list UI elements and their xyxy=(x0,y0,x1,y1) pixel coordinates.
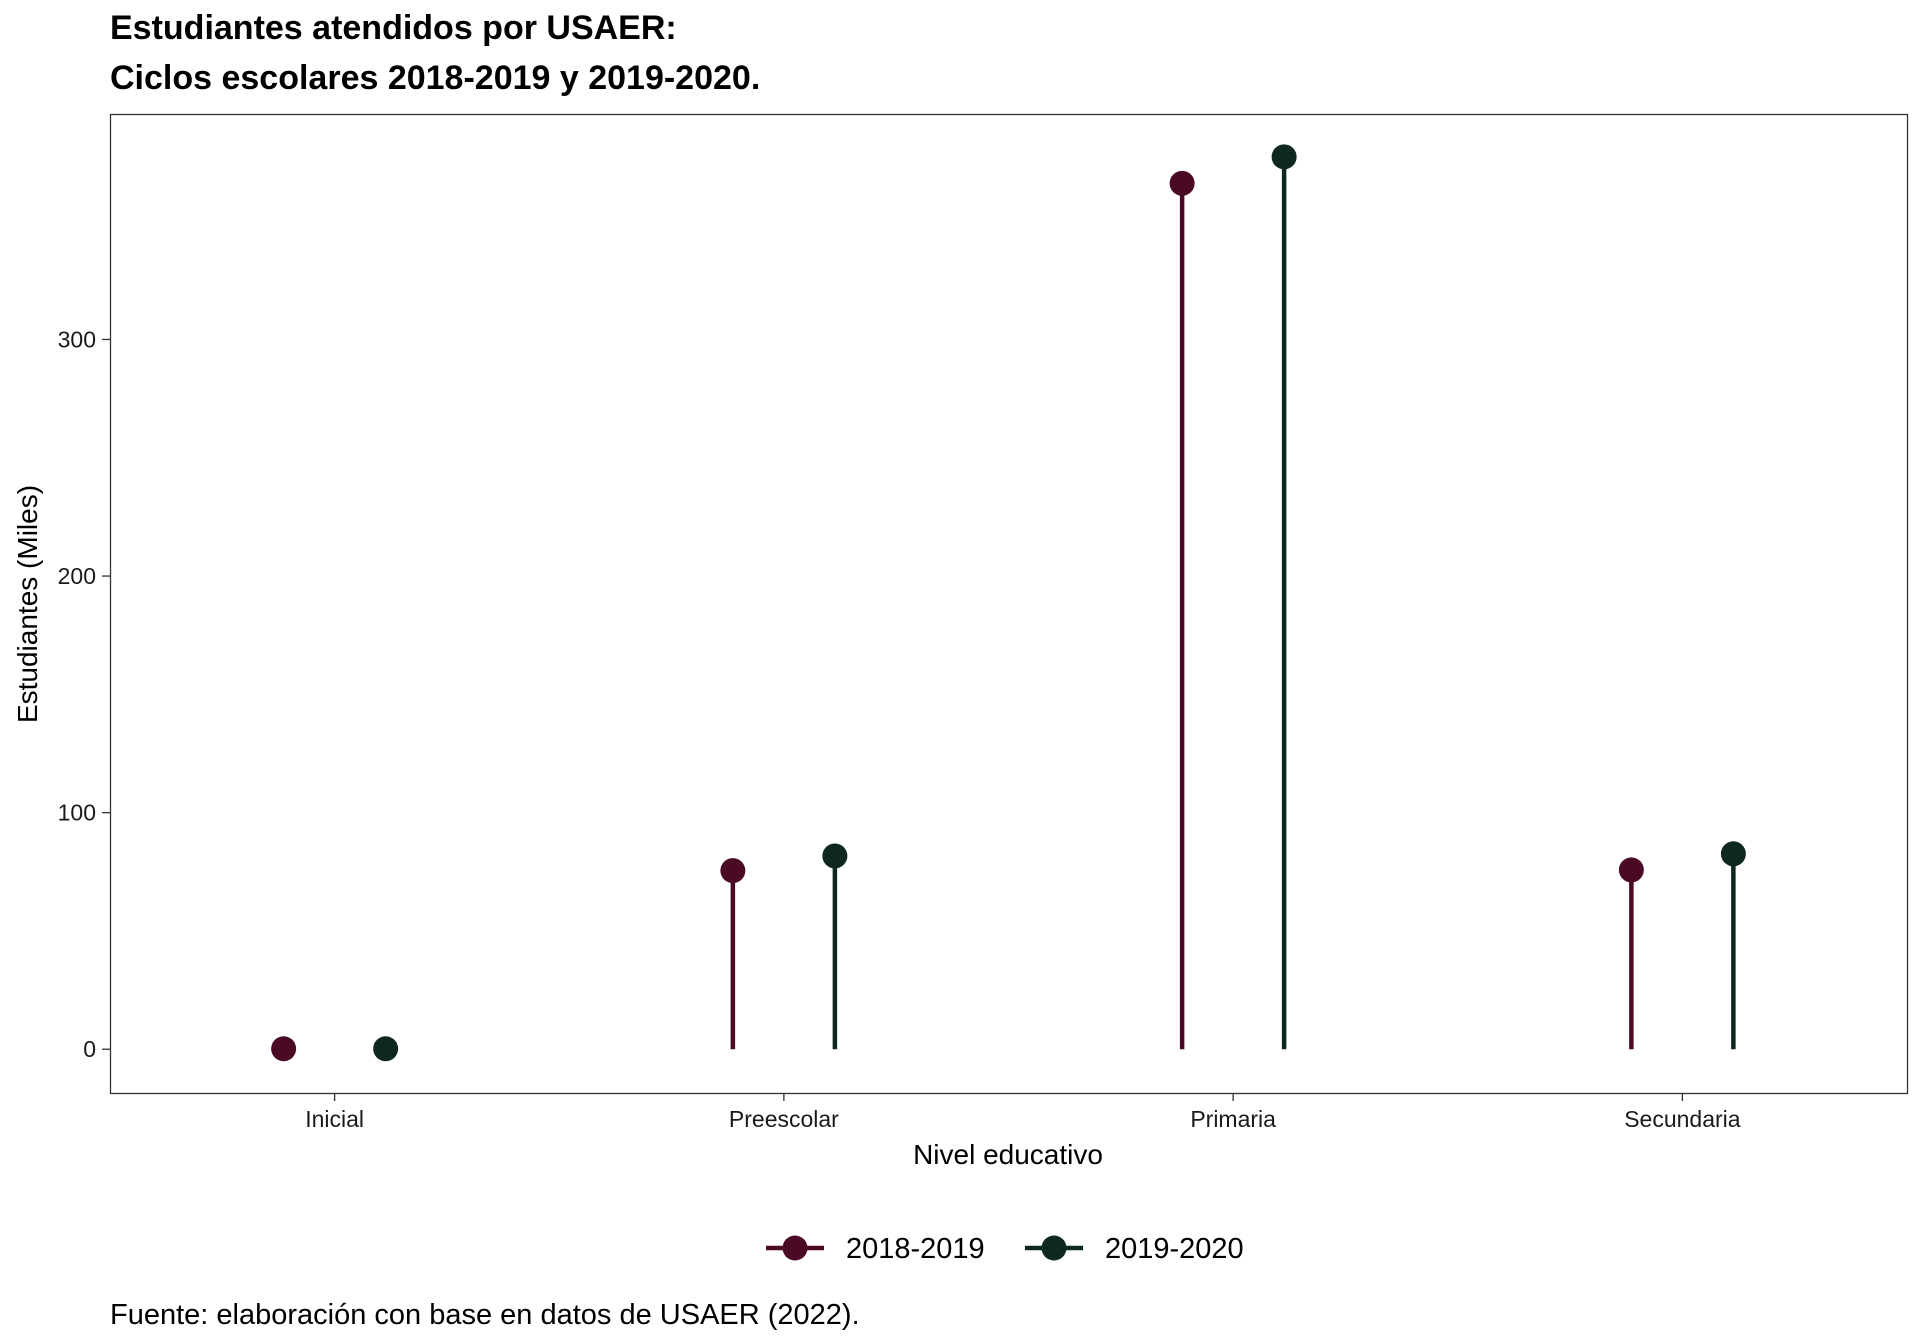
data-point xyxy=(1169,170,1195,196)
legend: 2018-2019 2019-2020 xyxy=(766,1233,1244,1265)
chart-title-line-2: Ciclos escolares 2018-2019 y 2019-2020. xyxy=(110,59,760,97)
data-point xyxy=(1271,144,1297,170)
legend-label: 2019-2020 xyxy=(1105,1233,1244,1265)
chart-title-line-1: Estudiantes atendidos por USAER: xyxy=(110,9,677,47)
x-tick-label: Inicial xyxy=(305,1106,364,1132)
data-point xyxy=(1720,841,1746,867)
y-tick-label: 0 xyxy=(83,1036,96,1062)
x-tick-label: Primaria xyxy=(1190,1106,1276,1132)
y-tick-label: 300 xyxy=(58,326,96,352)
x-axis: Inicial Preescolar Primaria Secundaria xyxy=(305,1093,1741,1132)
legend-label: 2018-2019 xyxy=(846,1233,985,1265)
x-axis-title: Nivel educativo xyxy=(913,1139,1103,1170)
chart-caption: Fuente: elaboración con base en datos de… xyxy=(110,1299,860,1331)
y-axis-title: Estudiantes (Miles) xyxy=(12,485,43,723)
data-point xyxy=(822,843,848,869)
data-point xyxy=(373,1036,399,1062)
x-tick-label: Preescolar xyxy=(729,1106,839,1132)
data-point xyxy=(1618,857,1644,883)
data-point xyxy=(271,1036,297,1062)
chart-marks xyxy=(271,144,1746,1062)
data-point xyxy=(720,858,746,884)
legend-key-point xyxy=(1041,1235,1067,1261)
x-tick-label: Secundaria xyxy=(1624,1106,1741,1132)
y-tick-label: 200 xyxy=(58,563,96,589)
y-axis: 0 100 200 300 xyxy=(58,326,110,1062)
y-tick-label: 100 xyxy=(58,800,96,826)
plot-panel xyxy=(109,113,1909,1095)
legend-key-point xyxy=(782,1235,808,1261)
